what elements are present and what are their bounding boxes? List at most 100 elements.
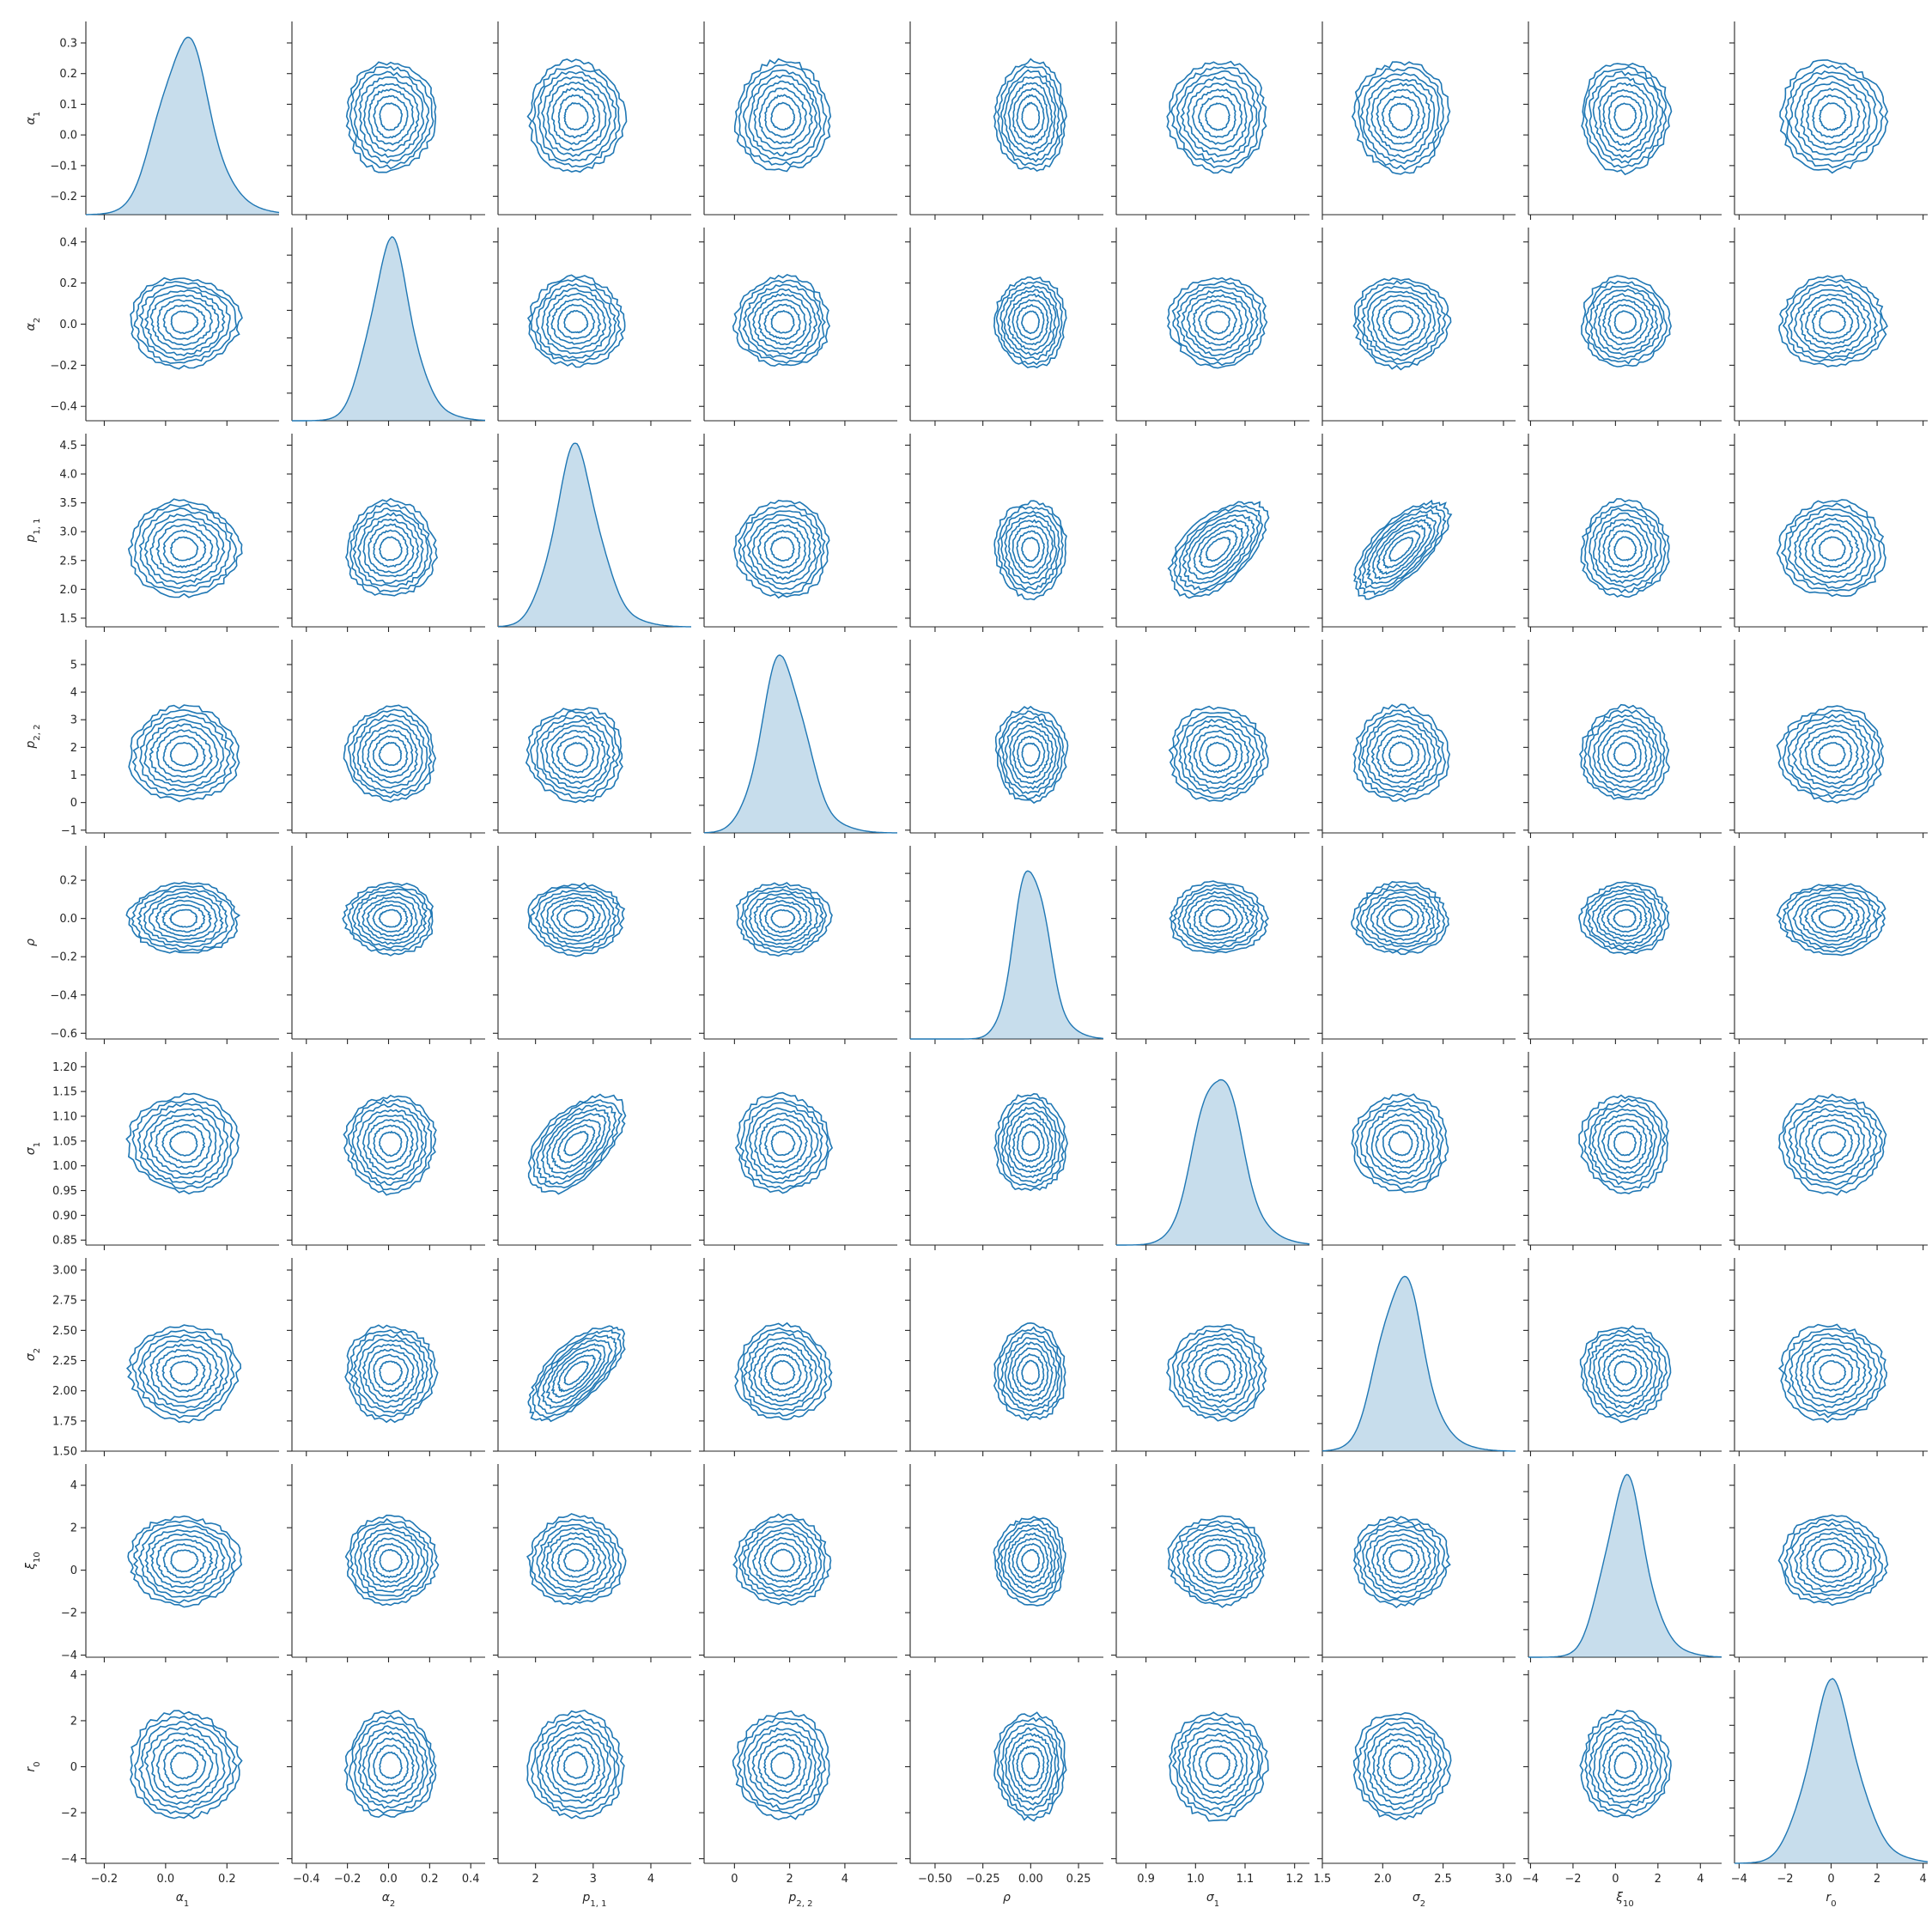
contour-level-2 <box>1173 505 1264 596</box>
contour-level-1 <box>1777 1514 1889 1607</box>
contour-level-5 <box>1187 518 1250 580</box>
contour-level-6 <box>550 298 602 345</box>
contour-level-1 <box>1168 705 1269 802</box>
contour-level-3 <box>1588 1103 1662 1186</box>
contour-level-8 <box>379 102 404 131</box>
y-tick-label: 4 <box>70 687 77 700</box>
contour-level-6 <box>155 1737 214 1793</box>
y-tick-label: 4 <box>70 1669 77 1682</box>
contour-level-3 <box>743 1331 823 1412</box>
contour-level-5 <box>1370 1113 1430 1175</box>
contour-level-1 <box>732 1513 832 1607</box>
contour-level-5 <box>149 723 220 784</box>
axis-label-sigma1: σ1 <box>1206 1891 1219 1909</box>
contour-level-8 <box>1021 1359 1041 1385</box>
contour-level-7 <box>1381 94 1420 139</box>
contour-level-1 <box>1776 883 1886 957</box>
contour-level-5 <box>1007 82 1054 151</box>
y-tick-label: 0.2 <box>59 875 77 888</box>
contour-level-7 <box>1811 1542 1854 1578</box>
contour-level-4 <box>746 514 817 585</box>
contour-level-5 <box>1370 895 1431 941</box>
panel-sigma1-vs-xi10 <box>1523 1052 1722 1250</box>
axis-label-alpha2: α2 <box>382 1891 396 1909</box>
contour-level-2 <box>1170 1520 1263 1603</box>
contour-level-7 <box>373 1353 410 1393</box>
contour-level-5 <box>1597 293 1654 351</box>
contour-level-4 <box>1004 1106 1057 1178</box>
panel-p11-vs-p11 <box>493 434 691 632</box>
y-tick-label: 2.50 <box>52 1325 77 1338</box>
contour-level-8 <box>169 1130 198 1157</box>
contour-level-7 <box>762 1744 801 1787</box>
panel-sigma2-vs-p22 <box>699 1258 897 1456</box>
contour-level-2 <box>738 1518 826 1601</box>
contour-level-2 <box>1357 1717 1448 1816</box>
contour-level-1 <box>127 498 243 598</box>
contour-level-7 <box>1812 94 1853 139</box>
y-tick-label: 1.5 <box>59 612 77 625</box>
contour-level-6 <box>1376 88 1426 145</box>
contour-level-7 <box>1811 303 1854 340</box>
contour-level-1 <box>993 1092 1068 1192</box>
panel-sigma1-vs-r0 <box>1729 1052 1928 1250</box>
contour-level-2 <box>131 1329 235 1419</box>
contour-level-7 <box>1382 1124 1419 1163</box>
contour-level-8 <box>168 908 198 928</box>
contour-level-8 <box>1819 1548 1847 1572</box>
contour-level-5 <box>752 1532 812 1589</box>
contour-level-6 <box>1193 729 1243 779</box>
contour-level-8 <box>378 741 403 767</box>
contour-level-2 <box>1354 1097 1444 1190</box>
contour-level-2 <box>1171 884 1265 951</box>
contour-level-3 <box>1587 888 1662 950</box>
contour-level-2 <box>1171 280 1264 367</box>
panel-alpha2-vs-sigma2 <box>1317 228 1516 426</box>
y-tick-label: 0.0 <box>59 319 77 331</box>
panel-alpha1-vs-alpha1: −0.2 −0.1 0.0 0.1 0.2 0.3 α1 <box>24 21 280 220</box>
contour-level-2 <box>1171 1716 1264 1818</box>
contour-level-7 <box>763 303 801 341</box>
contour-level-2 <box>1583 709 1666 799</box>
contour-level-3 <box>139 714 231 793</box>
contour-level-8 <box>1205 742 1231 767</box>
contour-level-5 <box>1596 723 1653 784</box>
contour-level-1 <box>130 276 243 370</box>
panel-p22-vs-p22 <box>699 640 897 838</box>
contour-level-5 <box>753 896 812 941</box>
panel-sigma2-vs-alpha2 <box>287 1258 485 1456</box>
contour-level-3 <box>999 284 1060 361</box>
contour-level-7 <box>556 303 596 340</box>
panel-p11-vs-alpha2 <box>287 434 485 632</box>
contour-level-1 <box>1779 59 1889 174</box>
contour-level-3 <box>1360 285 1442 361</box>
contour-level-4 <box>748 1107 819 1181</box>
contour-level-5 <box>1799 1342 1867 1404</box>
contour-level-8 <box>379 1548 404 1573</box>
contour-level-8 <box>1020 1548 1041 1573</box>
kde-line-sigma1 <box>1116 1078 1310 1246</box>
contour-level-1 <box>128 704 240 803</box>
contour-level-3 <box>999 1523 1060 1599</box>
x-tick-label: 4 <box>1697 1873 1704 1886</box>
panel-xi10-vs-alpha2 <box>287 1464 485 1662</box>
contour-level-1 <box>1579 1709 1672 1819</box>
contour-level-6 <box>1012 299 1049 346</box>
contour-level-7 <box>373 1124 409 1163</box>
contour-level-7 <box>1016 530 1045 568</box>
contour-level-6 <box>156 729 213 779</box>
contour-level-4 <box>1365 1528 1437 1595</box>
contour-level-3 <box>999 1722 1060 1812</box>
contour-level-3 <box>1176 70 1258 163</box>
panel-sigma2-vs-sigma1 <box>1111 1258 1309 1456</box>
contour-level-3 <box>138 507 231 590</box>
kde-fill-rho <box>910 871 1103 1039</box>
contour-level-3 <box>1788 1522 1878 1596</box>
contour-level-2 <box>133 281 238 364</box>
contour-level-3 <box>1788 1103 1878 1186</box>
contour-level-6 <box>1011 1347 1049 1396</box>
y-tick-label: 0 <box>70 797 77 810</box>
contour-level-5 <box>1597 518 1653 579</box>
contour-level-6 <box>155 1349 212 1398</box>
x-tick-label: −2 <box>1777 1873 1793 1886</box>
